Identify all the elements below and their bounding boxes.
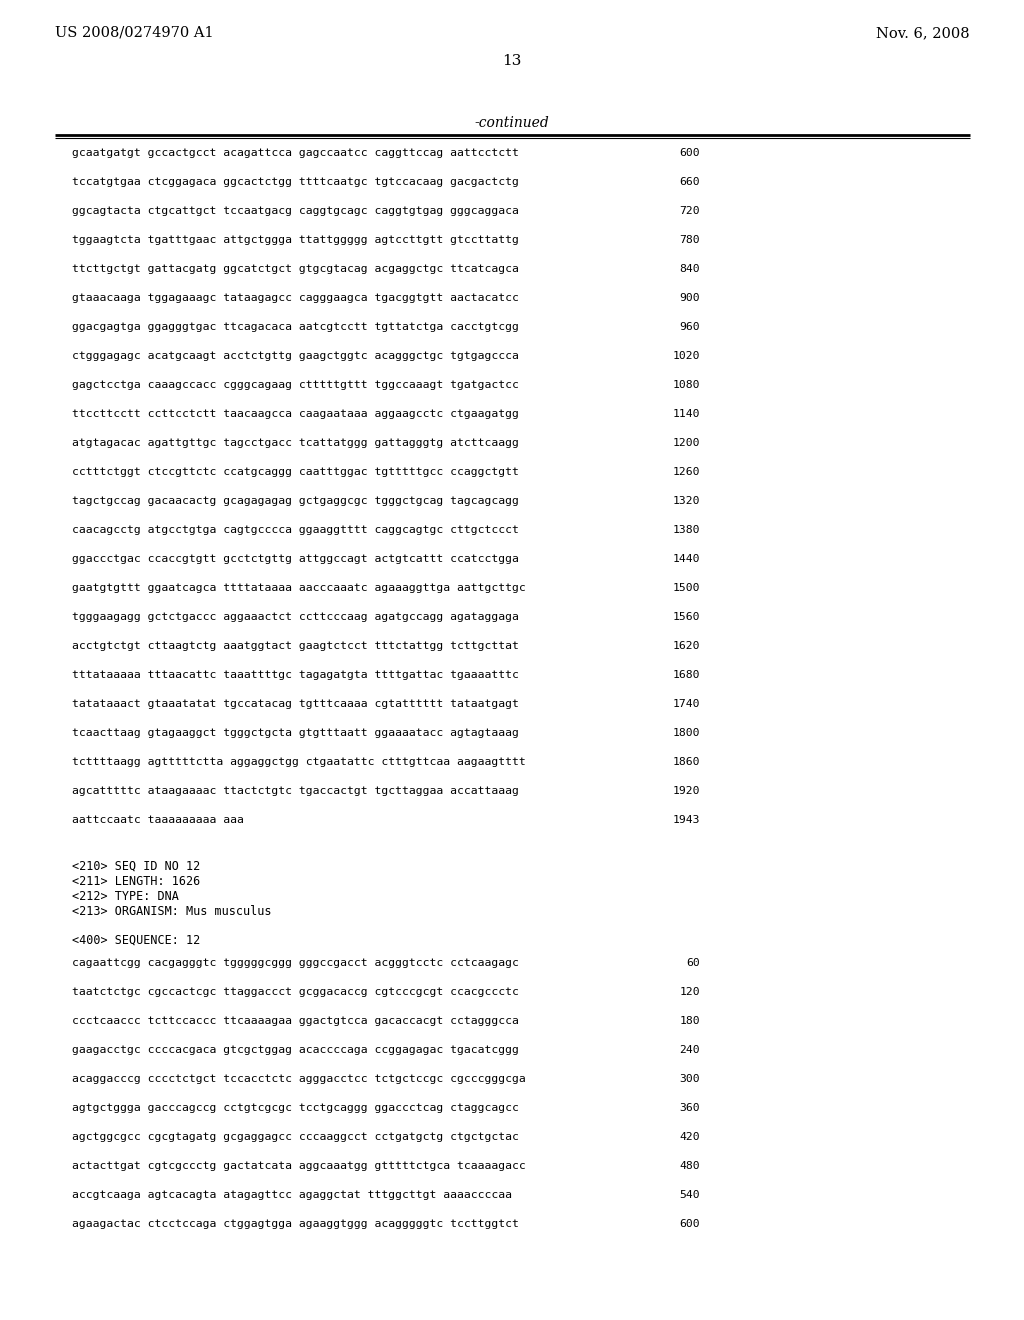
- Text: <210> SEQ ID NO 12: <210> SEQ ID NO 12: [72, 861, 201, 873]
- Text: 600: 600: [679, 1218, 700, 1229]
- Text: <213> ORGANISM: Mus musculus: <213> ORGANISM: Mus musculus: [72, 906, 271, 917]
- Text: 180: 180: [679, 1016, 700, 1026]
- Text: 240: 240: [679, 1045, 700, 1055]
- Text: gagctcctga caaagccacc cgggcagaag ctttttgttt tggccaaagt tgatgactcc: gagctcctga caaagccacc cgggcagaag ctttttg…: [72, 380, 519, 389]
- Text: aattccaatc taaaaaaaaa aaa: aattccaatc taaaaaaaaa aaa: [72, 814, 244, 825]
- Text: cagaattcgg cacgagggtc tgggggcggg gggccgacct acgggtcctc cctcaagagc: cagaattcgg cacgagggtc tgggggcggg gggccga…: [72, 958, 519, 968]
- Text: 900: 900: [679, 293, 700, 304]
- Text: tagctgccag gacaacactg gcagagagag gctgaggcgc tgggctgcag tagcagcagg: tagctgccag gacaacactg gcagagagag gctgagg…: [72, 496, 519, 506]
- Text: US 2008/0274970 A1: US 2008/0274970 A1: [55, 26, 214, 40]
- Text: agctggcgcc cgcgtagatg gcgaggagcc cccaaggcct cctgatgctg ctgctgctac: agctggcgcc cgcgtagatg gcgaggagcc cccaagg…: [72, 1133, 519, 1142]
- Text: ctgggagagc acatgcaagt acctctgttg gaagctggtc acagggctgc tgtgagccca: ctgggagagc acatgcaagt acctctgttg gaagctg…: [72, 351, 519, 360]
- Text: 60: 60: [686, 958, 700, 968]
- Text: 1380: 1380: [673, 525, 700, 535]
- Text: ttccttcctt ccttcctctt taacaagcca caagaataaa aggaagcctc ctgaagatgg: ttccttcctt ccttcctctt taacaagcca caagaat…: [72, 409, 519, 418]
- Text: <212> TYPE: DNA: <212> TYPE: DNA: [72, 890, 179, 903]
- Text: cctttctggt ctccgttctc ccatgcaggg caatttggac tgtttttgcc ccaggctgtt: cctttctggt ctccgttctc ccatgcaggg caatttg…: [72, 467, 519, 477]
- Text: actacttgat cgtcgccctg gactatcata aggcaaatgg gtttttctgca tcaaaagacc: actacttgat cgtcgccctg gactatcata aggcaaa…: [72, 1162, 525, 1171]
- Text: gaatgtgttt ggaatcagca ttttataaaa aacccaaatc agaaaggttga aattgcttgc: gaatgtgttt ggaatcagca ttttataaaa aacccaa…: [72, 583, 525, 593]
- Text: 1140: 1140: [673, 409, 700, 418]
- Text: 1860: 1860: [673, 756, 700, 767]
- Text: 1020: 1020: [673, 351, 700, 360]
- Text: 1260: 1260: [673, 467, 700, 477]
- Text: tccatgtgaa ctcggagaca ggcactctgg ttttcaatgc tgtccacaag gacgactctg: tccatgtgaa ctcggagaca ggcactctgg ttttcaa…: [72, 177, 519, 187]
- Text: 1680: 1680: [673, 671, 700, 680]
- Text: 540: 540: [679, 1191, 700, 1200]
- Text: 1080: 1080: [673, 380, 700, 389]
- Text: 660: 660: [679, 177, 700, 187]
- Text: gaagacctgc ccccacgaca gtcgctggag acaccccaga ccggagagac tgacatcggg: gaagacctgc ccccacgaca gtcgctggag acacccc…: [72, 1045, 519, 1055]
- Text: <400> SEQUENCE: 12: <400> SEQUENCE: 12: [72, 935, 201, 946]
- Text: tcaacttaag gtagaaggct tgggctgcta gtgtttaatt ggaaaatacc agtagtaaag: tcaacttaag gtagaaggct tgggctgcta gtgttta…: [72, 729, 519, 738]
- Text: tatataaact gtaaatatat tgccatacag tgtttcaaaa cgtatttttt tataatgagt: tatataaact gtaaatatat tgccatacag tgtttca…: [72, 700, 519, 709]
- Text: tttataaaaa tttaacattc taaattttgc tagagatgta ttttgattac tgaaaatttc: tttataaaaa tttaacattc taaattttgc tagagat…: [72, 671, 519, 680]
- Text: gtaaacaaga tggagaaagc tataagagcc cagggaagca tgacggtgtt aactacatcc: gtaaacaaga tggagaaagc tataagagcc cagggaa…: [72, 293, 519, 304]
- Text: 120: 120: [679, 987, 700, 997]
- Text: Nov. 6, 2008: Nov. 6, 2008: [877, 26, 970, 40]
- Text: agaagactac ctcctccaga ctggagtgga agaaggtggg acagggggtc tccttggtct: agaagactac ctcctccaga ctggagtgga agaaggt…: [72, 1218, 519, 1229]
- Text: 1440: 1440: [673, 554, 700, 564]
- Text: 1500: 1500: [673, 583, 700, 593]
- Text: agcatttttc ataagaaaac ttactctgtc tgaccactgt tgcttaggaa accattaaag: agcatttttc ataagaaaac ttactctgtc tgaccac…: [72, 785, 519, 796]
- Text: ggcagtacta ctgcattgct tccaatgacg caggtgcagc caggtgtgag gggcaggaca: ggcagtacta ctgcattgct tccaatgacg caggtgc…: [72, 206, 519, 216]
- Text: 960: 960: [679, 322, 700, 333]
- Text: 300: 300: [679, 1074, 700, 1084]
- Text: 360: 360: [679, 1104, 700, 1113]
- Text: tggaagtcta tgatttgaac attgctggga ttattggggg agtccttgtt gtccttattg: tggaagtcta tgatttgaac attgctggga ttattgg…: [72, 235, 519, 246]
- Text: -continued: -continued: [475, 116, 549, 129]
- Text: 1740: 1740: [673, 700, 700, 709]
- Text: tgggaagagg gctctgaccc aggaaactct ccttcccaag agatgccagg agataggaga: tgggaagagg gctctgaccc aggaaactct ccttccc…: [72, 612, 519, 622]
- Text: agtgctggga gacccagccg cctgtcgcgc tcctgcaggg ggaccctcag ctaggcagcc: agtgctggga gacccagccg cctgtcgcgc tcctgca…: [72, 1104, 519, 1113]
- Text: gcaatgatgt gccactgcct acagattcca gagccaatcc caggttccag aattcctctt: gcaatgatgt gccactgcct acagattcca gagccaa…: [72, 148, 519, 158]
- Text: 720: 720: [679, 206, 700, 216]
- Text: atgtagacac agattgttgc tagcctgacc tcattatggg gattagggtg atcttcaagg: atgtagacac agattgttgc tagcctgacc tcattat…: [72, 438, 519, 447]
- Text: ttcttgctgt gattacgatg ggcatctgct gtgcgtacag acgaggctgc ttcatcagca: ttcttgctgt gattacgatg ggcatctgct gtgcgta…: [72, 264, 519, 275]
- Text: 1800: 1800: [673, 729, 700, 738]
- Text: <211> LENGTH: 1626: <211> LENGTH: 1626: [72, 875, 201, 888]
- Text: taatctctgc cgccactcgc ttaggaccct gcggacaccg cgtcccgcgt ccacgccctc: taatctctgc cgccactcgc ttaggaccct gcggaca…: [72, 987, 519, 997]
- Text: ggacgagtga ggagggtgac ttcagacaca aatcgtcctt tgttatctga cacctgtcgg: ggacgagtga ggagggtgac ttcagacaca aatcgtc…: [72, 322, 519, 333]
- Text: 780: 780: [679, 235, 700, 246]
- Text: 1560: 1560: [673, 612, 700, 622]
- Text: 480: 480: [679, 1162, 700, 1171]
- Text: 1320: 1320: [673, 496, 700, 506]
- Text: ggaccctgac ccaccgtgtt gcctctgttg attggccagt actgtcattt ccatcctgga: ggaccctgac ccaccgtgtt gcctctgttg attggcc…: [72, 554, 519, 564]
- Text: 840: 840: [679, 264, 700, 275]
- Text: 13: 13: [503, 54, 521, 69]
- Text: 1620: 1620: [673, 642, 700, 651]
- Text: 1920: 1920: [673, 785, 700, 796]
- Text: acaggacccg cccctctgct tccacctctc agggacctcc tctgctccgc cgcccgggcga: acaggacccg cccctctgct tccacctctc agggacc…: [72, 1074, 525, 1084]
- Text: caacagcctg atgcctgtga cagtgcccca ggaaggtttt caggcagtgc cttgctccct: caacagcctg atgcctgtga cagtgcccca ggaaggt…: [72, 525, 519, 535]
- Text: 600: 600: [679, 148, 700, 158]
- Text: ccctcaaccc tcttccaccc ttcaaaagaa ggactgtcca gacaccacgt cctagggcca: ccctcaaccc tcttccaccc ttcaaaagaa ggactgt…: [72, 1016, 519, 1026]
- Text: 1200: 1200: [673, 438, 700, 447]
- Text: accgtcaaga agtcacagta atagagttcc agaggctat tttggcttgt aaaaccccaa: accgtcaaga agtcacagta atagagttcc agaggct…: [72, 1191, 512, 1200]
- Text: tcttttaagg agtttttctta aggaggctgg ctgaatattc ctttgttcaa aagaagtttt: tcttttaagg agtttttctta aggaggctgg ctgaat…: [72, 756, 525, 767]
- Text: acctgtctgt cttaagtctg aaatggtact gaagtctcct tttctattgg tcttgcttat: acctgtctgt cttaagtctg aaatggtact gaagtct…: [72, 642, 519, 651]
- Text: 1943: 1943: [673, 814, 700, 825]
- Text: 420: 420: [679, 1133, 700, 1142]
